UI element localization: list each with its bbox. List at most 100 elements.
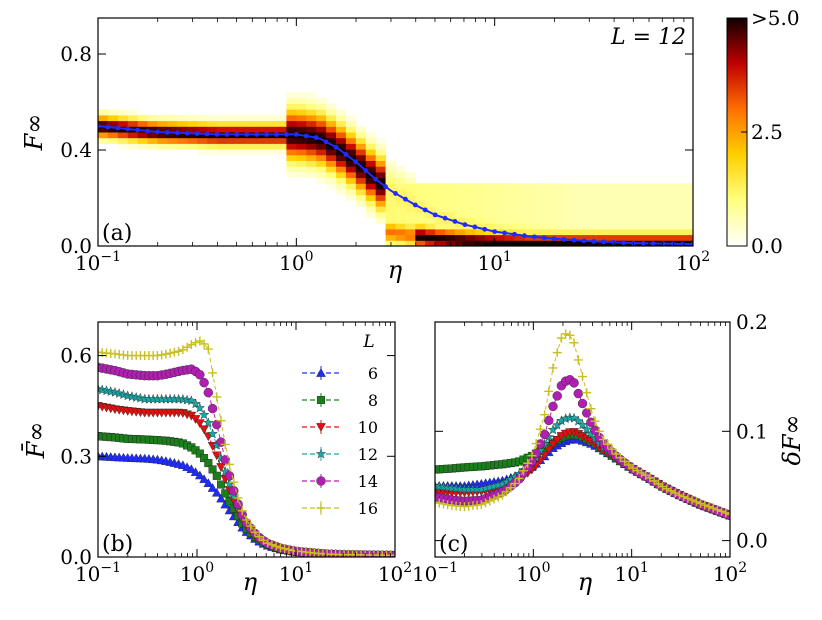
heatmap-cell bbox=[147, 120, 158, 127]
x-tick-exponent: 1 bbox=[640, 560, 649, 576]
heatmap-cell bbox=[306, 137, 317, 144]
heatmap-cell bbox=[554, 200, 565, 207]
heatmap-cell bbox=[425, 206, 436, 213]
heatmap-cell bbox=[256, 120, 268, 127]
heatmap-cell bbox=[316, 109, 327, 116]
data-point bbox=[476, 500, 486, 510]
colorbar-tick-label: >5.0 bbox=[751, 6, 800, 30]
data-point bbox=[548, 363, 558, 373]
heatmap-cell bbox=[623, 200, 634, 207]
data-point bbox=[561, 329, 571, 339]
mean-curve-point bbox=[442, 215, 448, 221]
mean-curve-point bbox=[482, 226, 488, 232]
mean-curve-point bbox=[274, 132, 279, 137]
data-point bbox=[547, 424, 559, 435]
heatmap-cell bbox=[544, 217, 555, 224]
heatmap-cell bbox=[316, 97, 327, 104]
heatmap-cell bbox=[355, 154, 367, 161]
heatmap-cell bbox=[574, 228, 585, 236]
heatmap-cell bbox=[425, 211, 436, 218]
data-point bbox=[152, 351, 162, 361]
heatmap-cell bbox=[554, 240, 565, 246]
heatmap-cell bbox=[365, 132, 377, 139]
heatmap-cell bbox=[524, 183, 535, 190]
heatmap-cell bbox=[593, 183, 605, 190]
heatmap-cell bbox=[613, 223, 625, 230]
heatmap-cell bbox=[246, 149, 258, 156]
heatmap-cell bbox=[306, 143, 317, 150]
heatmap-cell bbox=[683, 211, 693, 218]
x-tick-exponent: 0 bbox=[305, 249, 314, 265]
heatmap-cell bbox=[504, 183, 515, 190]
heatmap-cell bbox=[683, 183, 693, 190]
heatmap-cell bbox=[415, 234, 426, 241]
heatmap-cell bbox=[256, 126, 268, 133]
heatmap-cell bbox=[385, 223, 396, 230]
x-tick-label: 100 bbox=[180, 560, 214, 586]
heatmap-cell bbox=[365, 177, 377, 184]
heatmap-cell bbox=[117, 109, 129, 116]
heatmap-cell bbox=[107, 109, 119, 116]
heatmap-cell bbox=[137, 114, 149, 122]
heatmap-cell bbox=[405, 223, 416, 230]
heatmap-cell bbox=[266, 120, 277, 127]
heatmap-cell bbox=[415, 194, 426, 201]
heatmap-cell bbox=[375, 217, 387, 224]
mean-curve-point bbox=[403, 196, 408, 202]
y-tick-label: 0.0 bbox=[60, 234, 92, 258]
heatmap-cell bbox=[643, 234, 654, 241]
y-tick-label: 0.8 bbox=[60, 42, 92, 66]
heatmap-cell bbox=[276, 114, 287, 122]
heatmap-cell bbox=[385, 217, 396, 224]
data-point bbox=[607, 444, 617, 454]
heatmap-cell bbox=[177, 126, 188, 133]
mean-curve-point bbox=[650, 241, 656, 246]
heatmap-cell bbox=[336, 132, 347, 139]
heatmap-cell bbox=[554, 194, 565, 201]
x-tick-base: 10 bbox=[75, 251, 100, 275]
heatmap-cell bbox=[564, 183, 575, 190]
heatmap-cell bbox=[306, 149, 317, 156]
heatmap-cell bbox=[286, 137, 297, 144]
heatmap-cell bbox=[455, 194, 466, 201]
x-tick-base: 10 bbox=[516, 562, 541, 586]
heatmap-cell bbox=[583, 206, 595, 213]
x-tick-label: 10−1 bbox=[75, 560, 121, 586]
heatmap-cell bbox=[217, 143, 228, 150]
heatmap-cell bbox=[445, 189, 456, 196]
heatmap-cell bbox=[583, 223, 595, 230]
heatmap-cell bbox=[464, 194, 476, 201]
heatmap-cell bbox=[623, 194, 634, 201]
heatmap-cell bbox=[127, 137, 139, 144]
heatmap-cell bbox=[316, 154, 327, 161]
heatmap-cell bbox=[147, 114, 158, 122]
heatmap-cell bbox=[464, 217, 476, 224]
heatmap-cell bbox=[355, 126, 367, 133]
heatmap-cell bbox=[345, 171, 357, 179]
legend-label: 6 bbox=[368, 364, 378, 383]
heatmap-cell bbox=[583, 183, 595, 190]
data-point bbox=[220, 455, 230, 465]
colorbar-tick-label: 2.5 bbox=[751, 120, 783, 144]
heatmap-cell bbox=[494, 223, 506, 230]
heatmap-cell bbox=[117, 132, 129, 139]
heatmap-cell bbox=[524, 206, 535, 213]
heatmap-cell bbox=[147, 137, 158, 144]
heatmap-cell bbox=[336, 160, 347, 167]
heatmap-cell bbox=[286, 114, 297, 122]
heatmap-cell bbox=[415, 240, 426, 246]
heatmap-cell bbox=[474, 217, 486, 224]
y-tick-label: 0.0 bbox=[60, 545, 92, 569]
mean-curve-point bbox=[165, 129, 170, 135]
data-point bbox=[233, 493, 243, 503]
heatmap-cell bbox=[217, 137, 228, 144]
heatmap-cell bbox=[276, 120, 287, 127]
heatmap-cell bbox=[564, 228, 575, 236]
heatmap-cell bbox=[603, 194, 615, 201]
heatmap-cell bbox=[107, 114, 119, 122]
heatmap-cell bbox=[494, 240, 506, 246]
data-point bbox=[481, 498, 491, 508]
heatmap-cell bbox=[593, 228, 605, 236]
data-point bbox=[191, 338, 201, 348]
heatmap-cell bbox=[574, 223, 585, 230]
